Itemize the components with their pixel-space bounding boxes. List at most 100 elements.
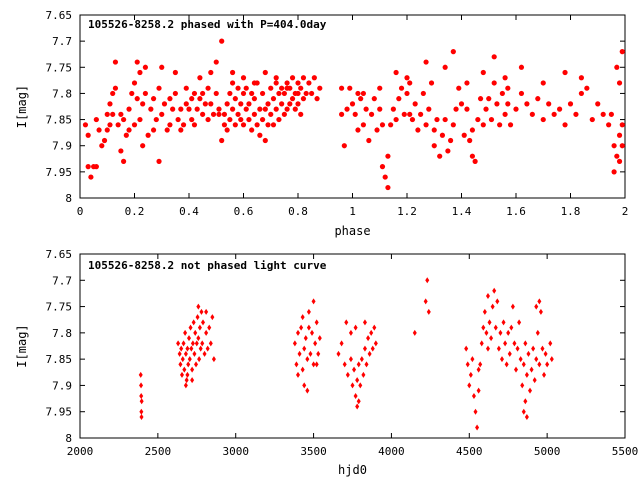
data-point xyxy=(240,75,247,81)
data-point xyxy=(342,361,347,368)
data-point xyxy=(589,116,595,123)
data-point xyxy=(434,116,440,123)
data-point xyxy=(230,106,236,112)
data-point xyxy=(502,111,508,117)
unphased-y-ticks: 7.65 7.7 7.75 7.8 7.85 7.9 7.95 8 xyxy=(46,248,625,445)
data-point xyxy=(496,345,501,352)
y-tick-label: 7.9 xyxy=(52,140,72,153)
data-point xyxy=(219,137,225,144)
data-point xyxy=(367,350,372,357)
data-point xyxy=(538,308,543,315)
data-point xyxy=(407,111,413,117)
data-point xyxy=(507,350,512,357)
data-point xyxy=(341,143,347,149)
data-point xyxy=(179,345,184,352)
data-point xyxy=(529,366,534,373)
data-point xyxy=(289,96,296,102)
data-point xyxy=(121,158,127,164)
data-point xyxy=(362,345,367,352)
data-point xyxy=(467,137,473,144)
data-point xyxy=(297,350,302,357)
data-point xyxy=(473,408,478,415)
data-point xyxy=(104,127,110,133)
data-point xyxy=(118,148,124,154)
data-point xyxy=(404,75,410,81)
data-point xyxy=(240,90,247,97)
data-point xyxy=(270,122,277,128)
data-point xyxy=(491,54,497,60)
phased-y-ticks: 7.65 7.7 7.75 7.8 7.85 7.9 7.95 8 xyxy=(46,9,625,205)
data-point xyxy=(221,111,228,117)
data-point xyxy=(85,132,91,138)
data-point xyxy=(311,75,317,81)
y-tick-label: 7.75 xyxy=(46,301,73,314)
x-tick-label: 2 xyxy=(622,205,629,218)
data-point xyxy=(170,106,176,112)
data-point xyxy=(153,116,159,123)
data-point xyxy=(366,137,372,144)
data-point xyxy=(409,116,416,123)
data-point xyxy=(423,298,428,305)
data-point xyxy=(82,122,89,128)
phased-x-axis-label: phase xyxy=(334,224,370,238)
data-point xyxy=(616,158,623,164)
data-point xyxy=(442,64,448,70)
data-point xyxy=(382,174,388,180)
data-point xyxy=(194,361,199,368)
data-point xyxy=(619,143,625,149)
unphased-y-axis-label: I[mag] xyxy=(15,324,29,367)
data-point xyxy=(464,106,470,112)
data-point xyxy=(156,85,162,91)
data-point xyxy=(484,329,489,336)
data-point xyxy=(481,324,486,331)
data-point xyxy=(360,90,366,97)
data-point xyxy=(216,111,222,117)
data-point xyxy=(296,329,300,336)
data-point xyxy=(295,90,301,97)
data-point xyxy=(177,350,182,357)
data-point xyxy=(486,96,492,102)
data-point xyxy=(546,101,552,107)
y-tick-label: 8 xyxy=(65,432,72,445)
data-point xyxy=(268,85,274,91)
data-point xyxy=(295,80,301,86)
data-point xyxy=(540,80,546,86)
data-point xyxy=(172,69,178,76)
data-point xyxy=(126,127,132,133)
data-point xyxy=(377,106,383,112)
data-point xyxy=(221,122,228,128)
data-point xyxy=(137,116,143,123)
data-point xyxy=(507,122,514,128)
data-point xyxy=(349,101,356,107)
data-point xyxy=(352,111,358,117)
x-tick-label: 1.4 xyxy=(452,205,472,218)
data-point xyxy=(190,366,195,373)
data-point xyxy=(418,111,424,117)
data-point xyxy=(140,101,146,107)
data-point xyxy=(181,340,186,347)
data-point xyxy=(363,106,369,112)
x-tick-label: 5000 xyxy=(534,445,561,458)
data-point xyxy=(251,111,257,117)
unphased-x-ticks: 2000 2500 3000 3500 4000 4500 5000 5500 xyxy=(67,254,638,458)
data-point xyxy=(309,90,315,97)
data-point xyxy=(204,329,209,336)
data-point xyxy=(302,382,307,389)
data-point xyxy=(499,356,504,363)
data-point xyxy=(115,122,121,128)
data-point xyxy=(437,153,443,159)
data-point xyxy=(262,106,268,112)
data-point xyxy=(145,132,151,138)
data-point xyxy=(183,101,189,107)
y-tick-label: 7.65 xyxy=(46,9,73,22)
data-point xyxy=(172,90,178,97)
data-point xyxy=(350,382,355,389)
data-point xyxy=(230,69,236,76)
data-point xyxy=(139,398,144,405)
data-point xyxy=(183,85,189,91)
data-point xyxy=(523,398,528,405)
data-point xyxy=(478,361,483,368)
data-point xyxy=(178,361,183,368)
data-point xyxy=(178,106,184,112)
data-point xyxy=(385,184,391,191)
